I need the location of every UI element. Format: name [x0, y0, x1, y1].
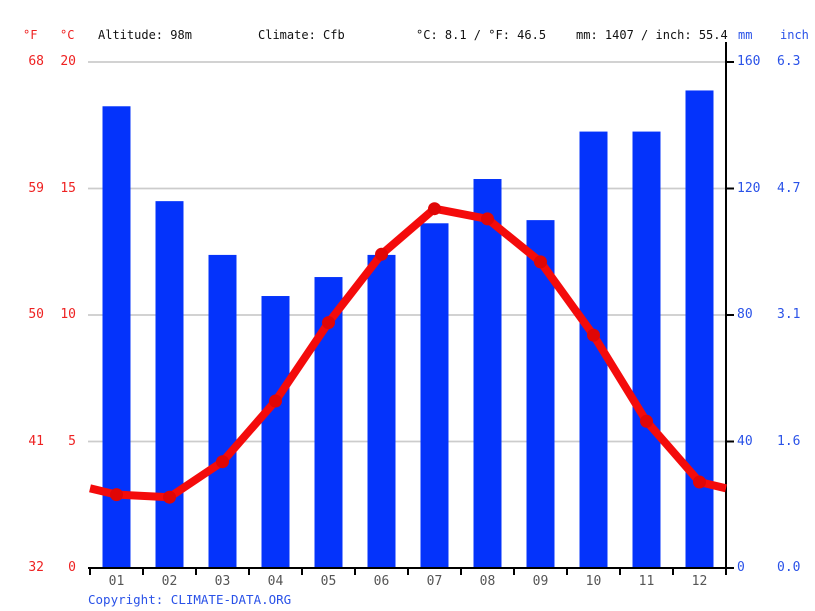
precip-bar-11 [632, 131, 661, 568]
axis-label-c-15: 15 [60, 180, 76, 196]
temp-point-01 [110, 488, 123, 502]
temp-point-07 [428, 202, 441, 216]
temperature-line [89, 204, 727, 502]
copyright-link[interactable]: CLIMATE-DATA.ORG [170, 592, 292, 607]
month-label-11: 11 [638, 574, 655, 589]
month-label-04: 04 [267, 574, 284, 589]
copyright-label: Copyright: [88, 592, 171, 607]
precipitation-summary: mm: 1407 / inch: 55.4 [576, 28, 728, 42]
altitude-label: Altitude: 98m [98, 28, 192, 42]
temp-point-08 [481, 212, 494, 226]
axis-label-inch-0.0: 0.0 [777, 560, 801, 575]
axis-label-mm-80: 80 [737, 307, 753, 322]
axis-label-inch-6.3: 6.3 [777, 54, 801, 69]
axis-label-f-59: 59 [28, 180, 44, 196]
axis-label-inch-1.6: 1.6 [777, 433, 801, 449]
temp-point-05 [322, 316, 335, 330]
month-label-09: 09 [532, 574, 549, 589]
axis-label-inch-4.7: 4.7 [777, 180, 801, 196]
temp-point-10 [587, 328, 600, 342]
mm-unit-label: mm [738, 28, 753, 42]
precip-bar-03 [208, 254, 237, 568]
month-label-12: 12 [691, 574, 708, 589]
precip-bar-02 [155, 201, 184, 568]
axis-label-inch-3.1: 3.1 [777, 307, 801, 322]
month-label-10: 10 [585, 574, 602, 589]
temp-point-06 [375, 247, 388, 261]
precip-bar-07 [420, 223, 449, 568]
temp-point-03 [216, 455, 229, 469]
temp-point-12 [693, 475, 706, 489]
axis-label-mm-120: 120 [737, 180, 761, 196]
month-label-02: 02 [161, 574, 178, 589]
axis-label-mm-160: 160 [737, 54, 761, 69]
axis-label-f-50: 50 [28, 307, 44, 322]
month-label-07: 07 [426, 574, 443, 589]
axis-label-mm-40: 40 [737, 433, 753, 449]
fahrenheit-unit-label: °F [23, 28, 38, 42]
temp-point-04 [269, 394, 282, 408]
climate-class-label: Climate: Cfb [258, 28, 345, 42]
axis-label-c-20: 20 [60, 54, 76, 69]
axis-label-c-5: 5 [68, 433, 76, 449]
temp-point-02 [163, 490, 176, 504]
month-label-03: 03 [214, 574, 231, 589]
precip-bar-08 [473, 179, 502, 568]
axis-label-c-0: 0 [68, 560, 76, 575]
inch-unit-label: inch [780, 28, 809, 42]
temp-point-09 [534, 255, 547, 269]
axis-label-mm-0: 0 [737, 560, 745, 575]
temp-point-11 [640, 414, 653, 428]
precip-bar-12 [685, 90, 714, 569]
axis-label-f-32: 32 [28, 560, 44, 575]
axis-label-f-41: 41 [28, 433, 44, 449]
precip-bar-04 [261, 296, 290, 568]
month-label-06: 06 [373, 574, 390, 589]
precip-bar-06 [367, 254, 396, 568]
axis-label-c-10: 10 [60, 307, 76, 322]
axis-label-f-68: 68 [28, 54, 44, 69]
month-label-08: 08 [479, 574, 496, 589]
temperature-summary: °C: 8.1 / °F: 46.5 [416, 28, 547, 42]
celsius-unit-label: °C [60, 28, 75, 42]
month-label-05: 05 [320, 574, 337, 589]
month-label-01: 01 [108, 574, 125, 589]
copyright: Copyright: CLIMATE-DATA.ORG [88, 592, 291, 608]
